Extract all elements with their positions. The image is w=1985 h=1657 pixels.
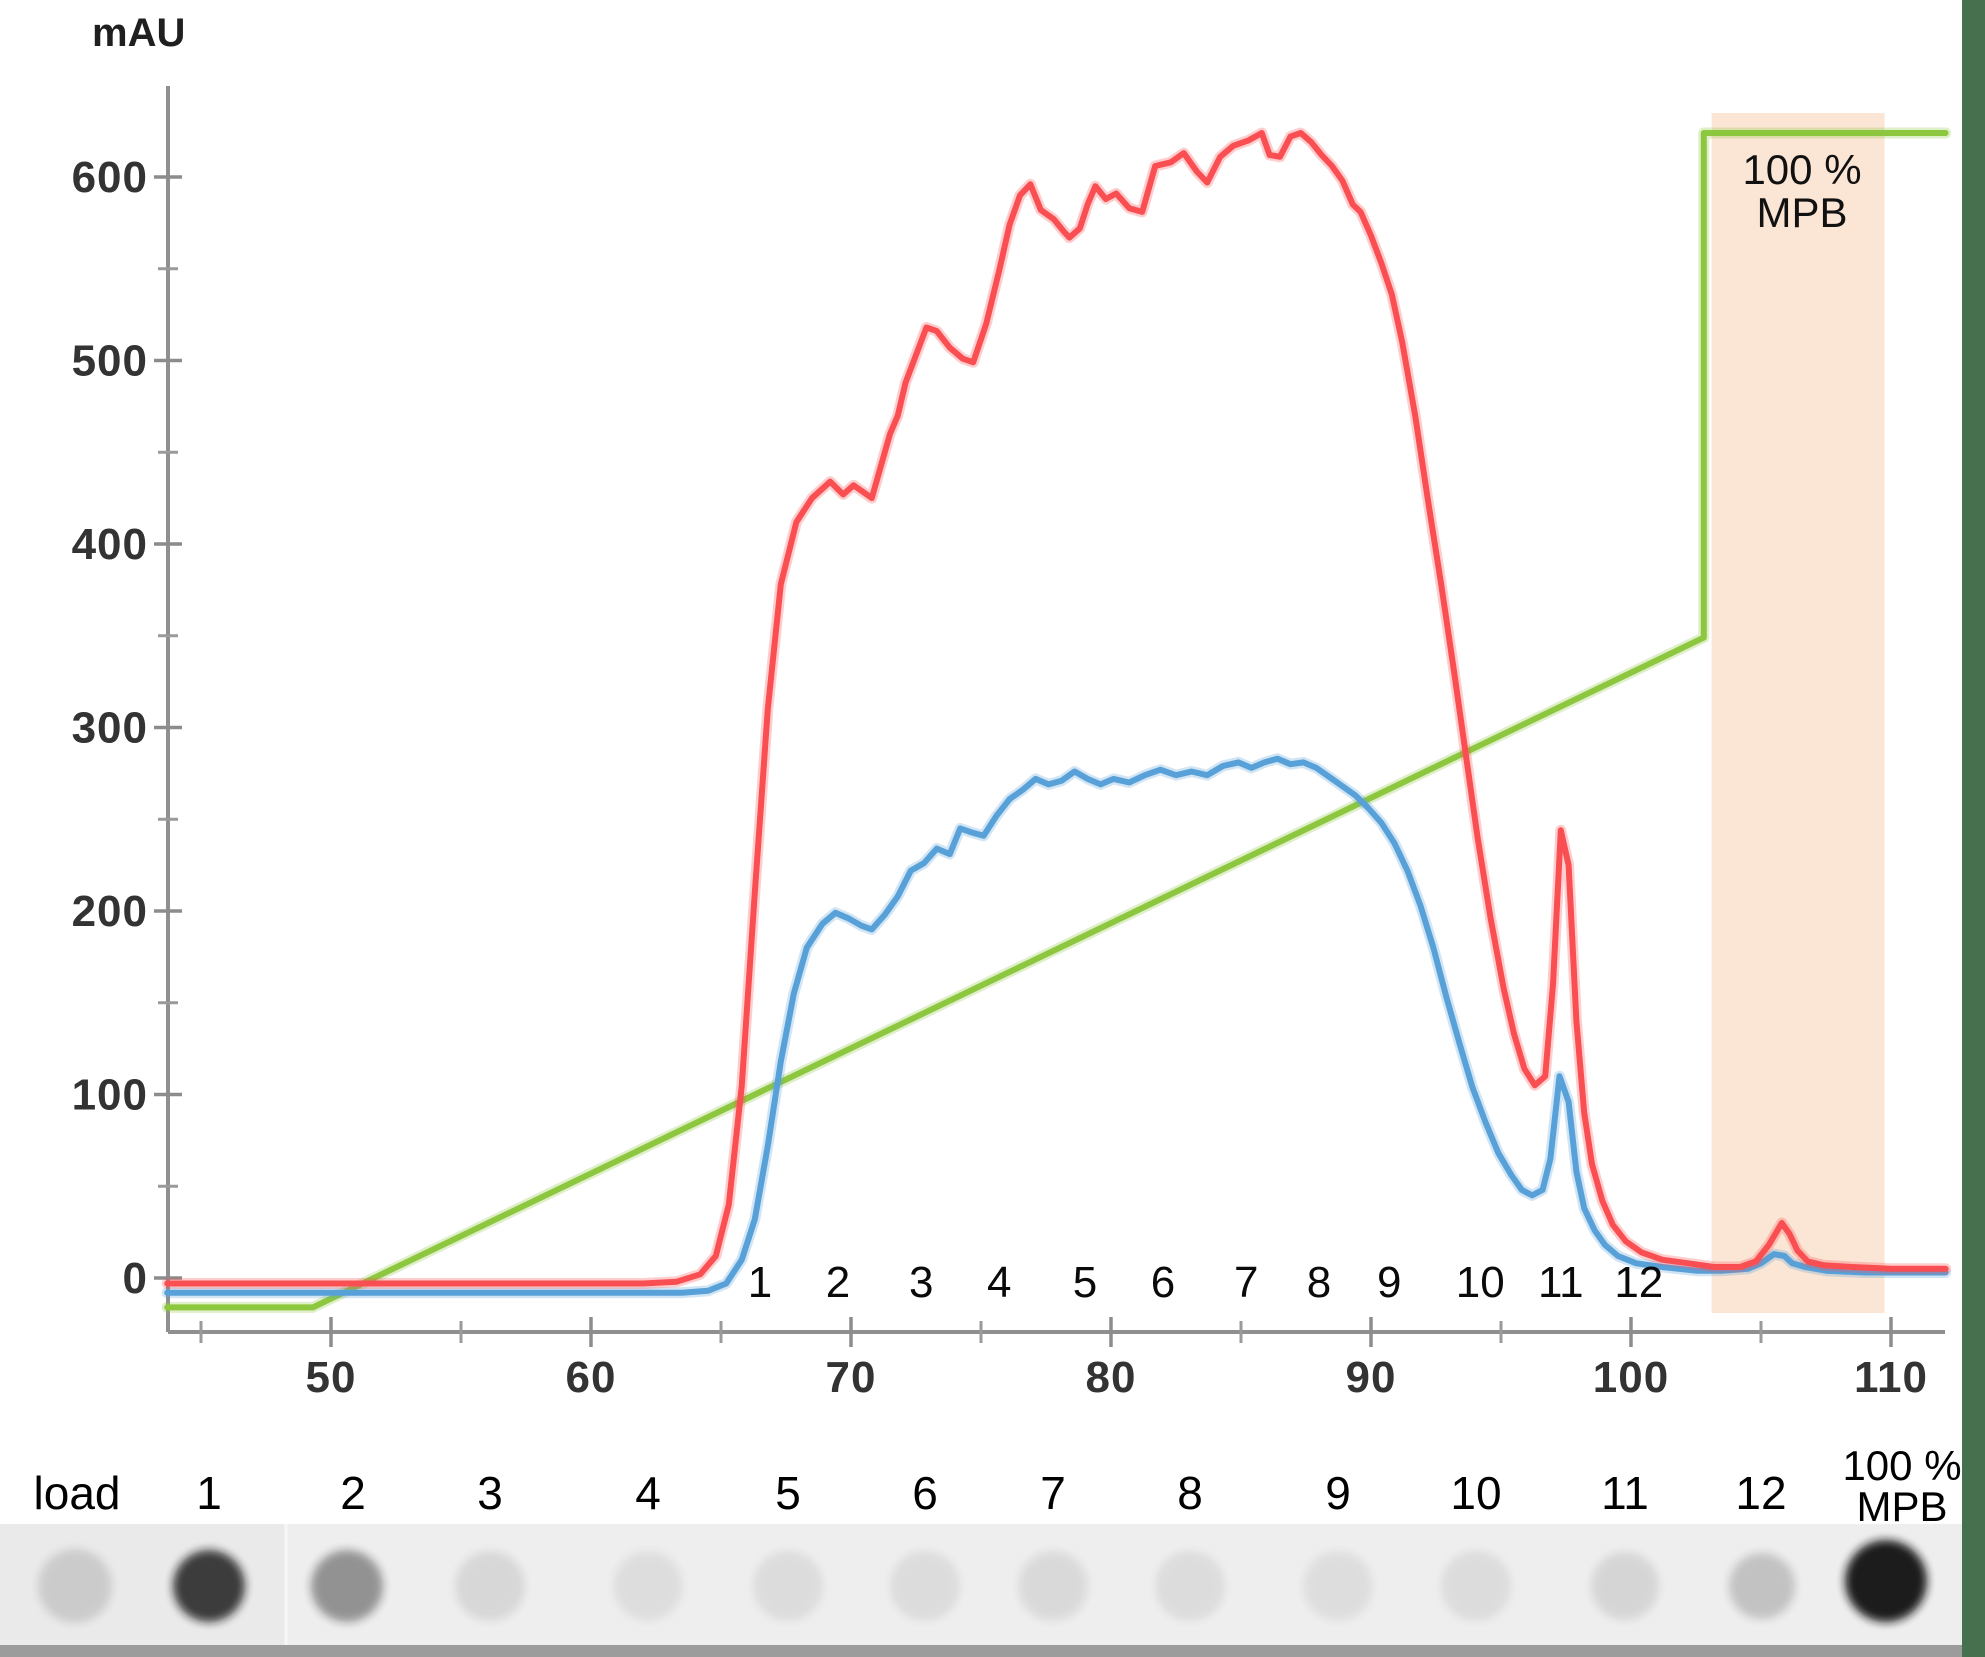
- fraction-number: 9: [1377, 1258, 1401, 1307]
- blot-dot: [1845, 1540, 1927, 1622]
- fraction-number: 12: [1614, 1258, 1663, 1307]
- blot-dot: [38, 1549, 112, 1623]
- blot-bottom-edge-bar: [0, 1645, 1962, 1657]
- blot-dot: [1591, 1552, 1659, 1620]
- y-tick-label: 0: [123, 1254, 148, 1303]
- x-tick-label: 110: [1854, 1353, 1928, 1402]
- mpb-annotation-line1: 100 %: [1742, 146, 1861, 193]
- fraction-number: 6: [1151, 1258, 1175, 1307]
- fraction-number: 3: [909, 1258, 933, 1307]
- blot-dot: [311, 1550, 383, 1622]
- y-tick-label: 400: [72, 520, 148, 569]
- blot-dot: [455, 1551, 525, 1621]
- chromatogram-curves: [161, 127, 1952, 1313]
- fraction-number: 11: [1538, 1258, 1584, 1307]
- y-tick-label: 200: [72, 887, 148, 936]
- y-axis-unit-label: mAU: [92, 11, 185, 55]
- blot-lane-label: 3: [477, 1467, 503, 1519]
- x-tick-label: 80: [1086, 1353, 1137, 1402]
- y-tick-label: 300: [72, 704, 148, 753]
- blot-lane-label: 7: [1040, 1467, 1066, 1519]
- mpb-annotation-line2: MPB: [1756, 189, 1847, 236]
- blot-dot: [1155, 1551, 1225, 1621]
- y-tick-label: 600: [72, 153, 148, 202]
- gradient_trace-curve: [164, 130, 1949, 1311]
- blot-dot: [1729, 1553, 1795, 1619]
- red_trace-curve: [164, 130, 1949, 1287]
- blot-lane-label: 12: [1735, 1467, 1786, 1519]
- red_trace-glow: [161, 127, 1952, 1289]
- blot-dot: [890, 1551, 960, 1621]
- blot-lane-label: 1: [196, 1467, 222, 1519]
- fraction-number: 5: [1073, 1258, 1097, 1307]
- blot-dot: [173, 1550, 245, 1622]
- blot-lane-label: 8: [1177, 1467, 1203, 1519]
- fraction-number: 7: [1234, 1258, 1258, 1307]
- blot-lane-label: 2: [340, 1467, 366, 1519]
- blot-lane-label: 9: [1325, 1467, 1351, 1519]
- mpb-annotation: 100 % MPB: [1742, 146, 1861, 236]
- x-tick-label: 90: [1346, 1353, 1397, 1402]
- gradient_trace-glow: [161, 127, 1952, 1313]
- blue_trace-glow: [161, 753, 1952, 1299]
- x-tick-label: 50: [306, 1353, 357, 1402]
- blot-dot: [1018, 1551, 1088, 1621]
- axis-ticks: [154, 175, 1893, 1347]
- blot-dots: [38, 1540, 1927, 1623]
- x-tick-label: 100: [1593, 1353, 1669, 1402]
- fraction-number-row: 1 2 3 4 5 6 7 8 9 10 11 12: [748, 1258, 1664, 1307]
- fraction-number: 8: [1307, 1258, 1331, 1307]
- fraction-number: 1: [748, 1258, 772, 1307]
- right-edge-green-strip: [1962, 0, 1985, 1657]
- blot-lane-label: 11: [1601, 1467, 1649, 1519]
- x-tick-label: 60: [566, 1353, 617, 1402]
- blot-lane-label: 4: [635, 1467, 661, 1519]
- fraction-number: 10: [1456, 1258, 1505, 1307]
- fraction-number: 4: [987, 1258, 1011, 1307]
- blot-lane-label: 10: [1450, 1467, 1501, 1519]
- y-tick-label: 100: [72, 1071, 148, 1120]
- blot-membrane: [285, 1524, 1962, 1645]
- blot-lane-label: MPB: [1856, 1483, 1947, 1530]
- y-tick-label: 500: [72, 337, 148, 386]
- blot-dot: [613, 1551, 683, 1621]
- blot-dot: [753, 1551, 823, 1621]
- blot-lane-label: 6: [912, 1467, 938, 1519]
- blot-lane-label: 100 %: [1842, 1442, 1961, 1489]
- blot-lane-label: 5: [775, 1467, 801, 1519]
- blot-dot: [1303, 1551, 1373, 1621]
- elution-shaded-region: [1711, 113, 1885, 1313]
- blot-lane-label: load: [34, 1467, 121, 1519]
- blue_trace-curve: [164, 755, 1949, 1296]
- fraction-number: 2: [826, 1258, 850, 1307]
- blot-dot: [1441, 1551, 1511, 1621]
- x-tick-label: 70: [826, 1353, 877, 1402]
